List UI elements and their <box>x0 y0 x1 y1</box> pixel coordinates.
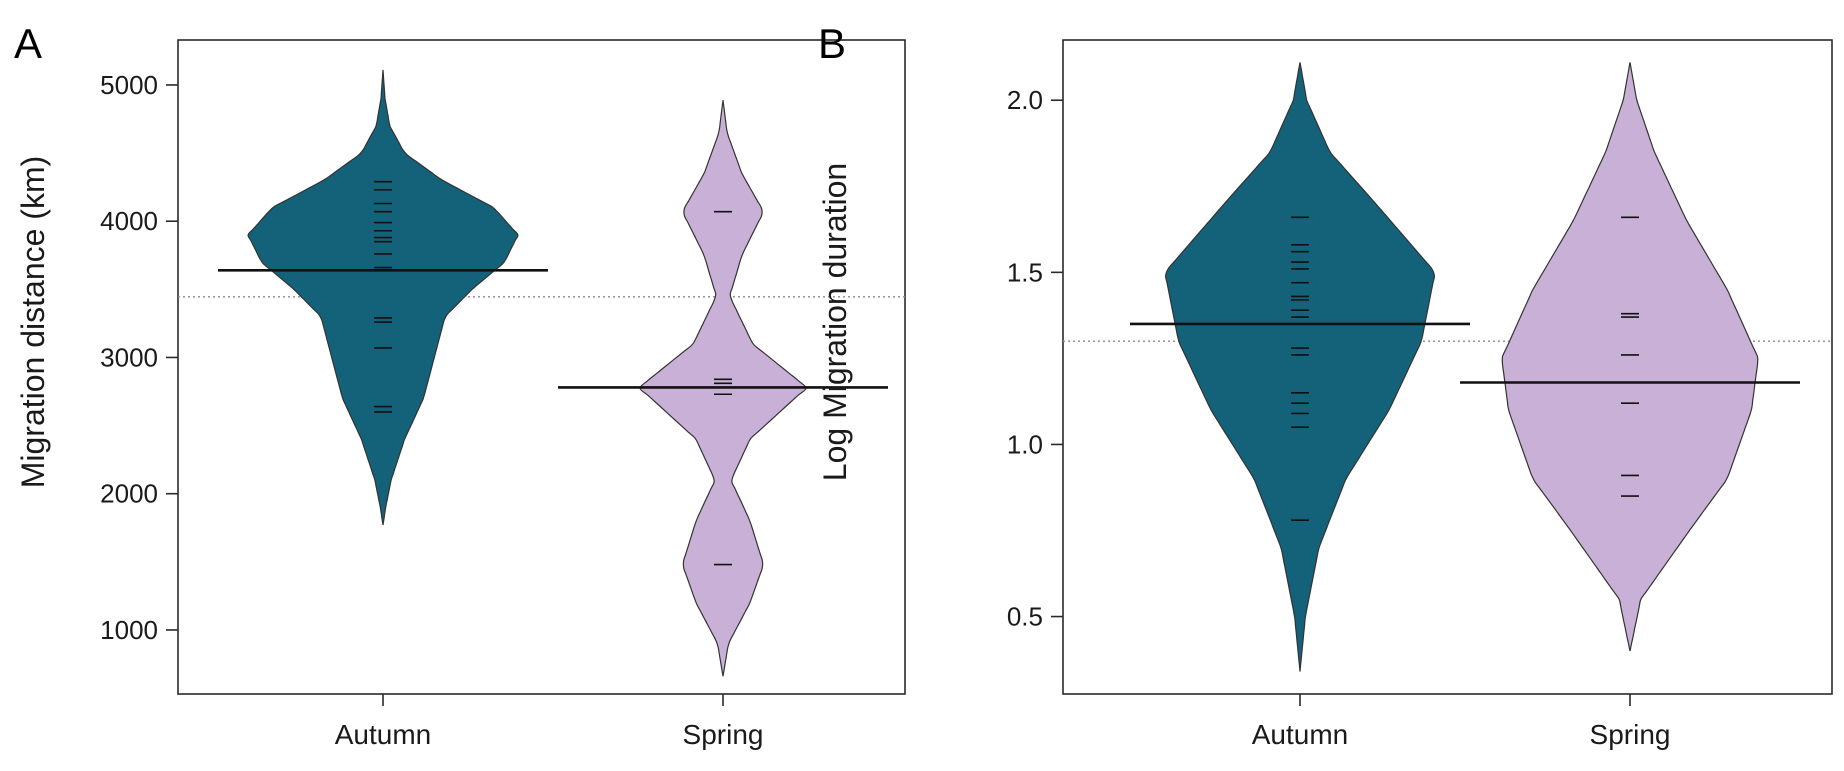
y-tick-label-a-3: 4000 <box>100 206 158 236</box>
plot-area-b: 0.5 1.0 1.5 2.0 Autumn Spring <box>1007 39 1833 750</box>
violin-b-autumn <box>1164 62 1436 672</box>
y-tick-label-a-4: 5000 <box>100 70 158 100</box>
y-axis-label-a: Migration distance (km) <box>15 156 51 489</box>
y-tick-label-a-1: 2000 <box>100 479 158 509</box>
violin-b-spring <box>1501 62 1759 652</box>
y-tick-label-b-0: 0.5 <box>1007 602 1043 632</box>
panel-b: B Log Migration duration 0.5 1.0 1.5 2.0 Aut… <box>817 20 1833 750</box>
y-tick-label-b-2: 1.5 <box>1007 257 1043 287</box>
panel-a: A Migration distance (km) 1000 2000 3000 40… <box>14 20 906 750</box>
x-tick-label-a-1: Spring <box>683 719 764 750</box>
y-axis-label-b: Log Migration duration <box>817 163 853 481</box>
panel-tag-b: B <box>818 20 846 67</box>
y-tick-label-b-1: 1.0 <box>1007 429 1043 459</box>
x-tick-label-b-1: Spring <box>1590 719 1671 750</box>
x-tick-label-b-0: Autumn <box>1252 719 1349 750</box>
plot-frame-b <box>1062 39 1833 695</box>
y-tick-label-a-0: 1000 <box>100 615 158 645</box>
panel-tag-a: A <box>14 20 42 67</box>
plot-area-a: 1000 2000 3000 4000 5000 Autumn Spring <box>100 39 906 750</box>
x-tick-label-a-0: Autumn <box>335 719 432 750</box>
plot-frame-a <box>177 39 906 695</box>
violin-a-autumn <box>247 69 519 526</box>
y-tick-label-b-3: 2.0 <box>1007 85 1043 115</box>
y-tick-label-a-2: 3000 <box>100 342 158 372</box>
